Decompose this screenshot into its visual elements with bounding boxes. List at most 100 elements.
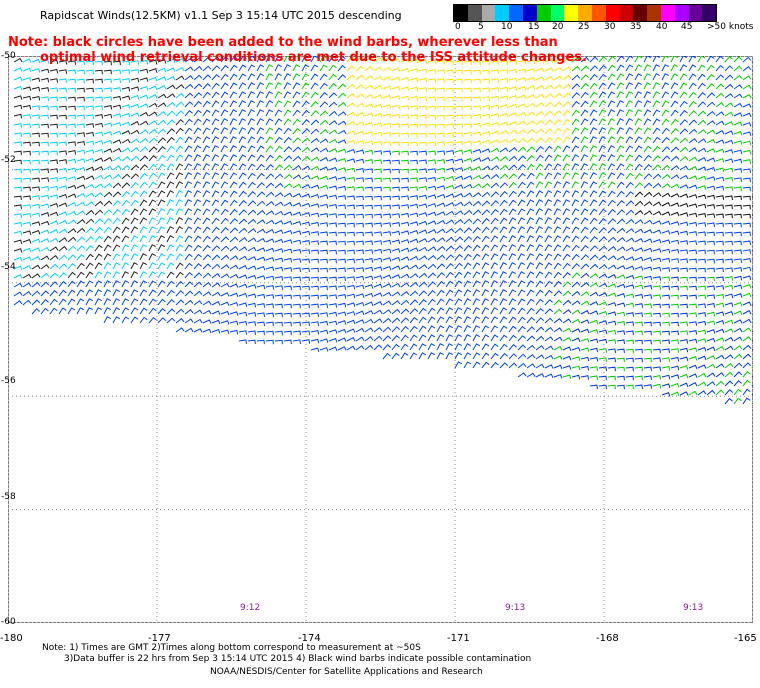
wind-barb bbox=[166, 244, 175, 252]
wind-barb bbox=[148, 316, 157, 324]
wind-barb bbox=[337, 337, 347, 342]
wind-barb bbox=[688, 231, 698, 236]
wind-barb bbox=[139, 307, 148, 315]
wind-barb bbox=[166, 226, 175, 234]
wind-barb bbox=[436, 316, 445, 324]
wind-barb bbox=[157, 128, 167, 135]
wind-barb bbox=[625, 91, 634, 99]
wind-barb bbox=[571, 365, 581, 371]
wind-barb bbox=[364, 327, 374, 333]
wind-barb bbox=[445, 96, 454, 102]
wind-barb bbox=[202, 65, 212, 72]
wind-barb bbox=[40, 290, 50, 297]
wind-barb bbox=[517, 253, 525, 261]
wind-barb bbox=[202, 56, 212, 63]
wind-barb bbox=[517, 59, 527, 65]
wind-barb bbox=[238, 163, 247, 171]
wind-barb bbox=[490, 147, 500, 153]
wind-barb bbox=[571, 74, 581, 81]
wind-barb bbox=[499, 316, 508, 324]
wind-barb bbox=[706, 363, 716, 369]
wind-barb bbox=[634, 145, 643, 153]
wind-barb bbox=[661, 64, 670, 72]
wind-barb bbox=[463, 96, 472, 102]
wind-barb bbox=[148, 146, 158, 153]
wind-barb bbox=[247, 265, 257, 271]
wind-barb bbox=[328, 194, 338, 200]
wind-barb bbox=[265, 73, 274, 81]
wind-barb bbox=[526, 316, 535, 324]
wind-barb bbox=[553, 280, 562, 288]
wind-barb bbox=[652, 136, 661, 144]
wind-barb bbox=[274, 82, 283, 90]
wind-barb bbox=[625, 163, 634, 171]
wind-barb bbox=[94, 114, 104, 119]
wind-barb bbox=[121, 217, 130, 225]
wind-barb bbox=[697, 194, 707, 200]
wind-barb bbox=[193, 208, 202, 216]
wind-barb bbox=[472, 361, 481, 369]
wind-barb bbox=[346, 195, 355, 200]
wind-barb bbox=[409, 159, 418, 165]
wind-barb bbox=[697, 346, 707, 352]
wind-barb bbox=[31, 308, 41, 315]
wind-barb bbox=[598, 375, 607, 381]
wind-barb bbox=[355, 267, 365, 272]
wind-barb bbox=[175, 308, 185, 315]
wind-barb bbox=[652, 210, 662, 216]
wind-barb bbox=[211, 154, 219, 162]
wind-barb bbox=[40, 87, 50, 92]
wind-barb bbox=[625, 330, 634, 336]
wind-barb bbox=[454, 105, 463, 111]
wind-barb bbox=[67, 307, 76, 315]
wind-barb bbox=[373, 344, 383, 351]
wind-barb bbox=[301, 221, 311, 227]
wind-barb bbox=[355, 319, 365, 324]
wind-barb bbox=[634, 228, 644, 234]
wind-barb bbox=[103, 307, 112, 315]
wind-barb bbox=[319, 231, 328, 236]
wind-barb bbox=[706, 240, 715, 246]
legend-label: 10 bbox=[501, 22, 513, 32]
wind-barb bbox=[202, 109, 211, 117]
wind-barb bbox=[499, 69, 509, 74]
wind-barb bbox=[121, 199, 130, 207]
wind-barb bbox=[292, 330, 301, 336]
wind-barb bbox=[562, 109, 571, 117]
wind-barb bbox=[409, 77, 419, 83]
wind-barb bbox=[139, 262, 148, 270]
wind-barb bbox=[139, 146, 149, 153]
wind-barb bbox=[742, 149, 752, 155]
wind-barb bbox=[157, 262, 166, 270]
wind-barb bbox=[427, 78, 437, 83]
wind-barb bbox=[94, 192, 104, 198]
wind-barb bbox=[148, 120, 158, 126]
wind-barb bbox=[103, 191, 113, 198]
wind-barb bbox=[175, 154, 184, 162]
wind-barb bbox=[679, 64, 688, 72]
wind-barb bbox=[688, 285, 697, 291]
wind-barb bbox=[697, 157, 707, 162]
wind-barb bbox=[31, 86, 41, 92]
wind-barb bbox=[103, 271, 112, 279]
wind-barb bbox=[706, 64, 715, 72]
wind-barb bbox=[625, 218, 635, 225]
wind-barb bbox=[733, 310, 743, 316]
wind-barb bbox=[589, 73, 598, 81]
wind-barb bbox=[517, 111, 527, 117]
wind-barb bbox=[562, 92, 572, 99]
wind-barb bbox=[40, 186, 50, 191]
wind-barb bbox=[247, 109, 255, 117]
wind-barb bbox=[121, 69, 131, 74]
wind-barb bbox=[625, 357, 634, 363]
wind-barb bbox=[553, 374, 563, 379]
wind-barb bbox=[436, 123, 445, 129]
wind-barb bbox=[193, 272, 203, 279]
wind-barb bbox=[157, 93, 167, 99]
wind-barb bbox=[652, 109, 661, 117]
wind-barb bbox=[553, 208, 562, 216]
wind-barb bbox=[436, 263, 446, 270]
wind-barb bbox=[625, 293, 635, 299]
wind-barb bbox=[67, 78, 76, 84]
wind-barb bbox=[103, 298, 111, 306]
